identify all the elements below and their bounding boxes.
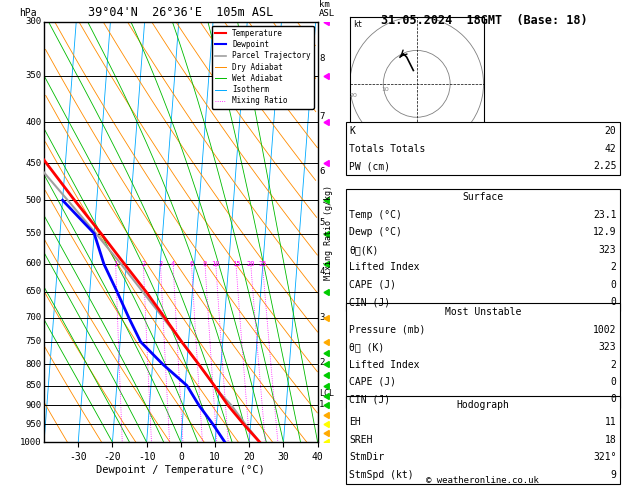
Text: K: K bbox=[349, 126, 355, 136]
Text: kt: kt bbox=[353, 20, 362, 29]
Text: 650: 650 bbox=[25, 287, 42, 296]
Text: 18: 18 bbox=[604, 435, 616, 445]
Text: 6: 6 bbox=[189, 261, 194, 267]
Text: 6: 6 bbox=[319, 167, 325, 175]
Text: 23.1: 23.1 bbox=[593, 210, 616, 220]
Text: 0: 0 bbox=[611, 377, 616, 387]
Text: Lifted Index: Lifted Index bbox=[349, 360, 420, 369]
Text: EH: EH bbox=[349, 417, 361, 427]
Text: 323: 323 bbox=[599, 342, 616, 352]
Text: StmSpd (kt): StmSpd (kt) bbox=[349, 470, 414, 480]
Text: θᴇ (K): θᴇ (K) bbox=[349, 342, 384, 352]
Text: 2.25: 2.25 bbox=[593, 161, 616, 171]
Text: 950: 950 bbox=[25, 420, 42, 429]
Text: 2: 2 bbox=[611, 360, 616, 369]
Text: Hodograph: Hodograph bbox=[456, 400, 509, 410]
Text: 400: 400 bbox=[25, 118, 42, 127]
Text: Temp (°C): Temp (°C) bbox=[349, 210, 402, 220]
Legend: Temperature, Dewpoint, Parcel Trajectory, Dry Adiabat, Wet Adiabat, Isotherm, Mi: Temperature, Dewpoint, Parcel Trajectory… bbox=[211, 26, 314, 108]
Text: 7: 7 bbox=[319, 112, 325, 121]
Text: 0: 0 bbox=[611, 395, 616, 404]
Text: 350: 350 bbox=[25, 71, 42, 80]
Text: 25: 25 bbox=[259, 261, 267, 267]
Text: 750: 750 bbox=[25, 337, 42, 347]
Text: LCL: LCL bbox=[319, 389, 334, 398]
Text: Most Unstable: Most Unstable bbox=[445, 307, 521, 317]
Text: Lifted Index: Lifted Index bbox=[349, 262, 420, 272]
Text: 15: 15 bbox=[231, 261, 240, 267]
X-axis label: Dewpoint / Temperature (°C): Dewpoint / Temperature (°C) bbox=[96, 465, 265, 475]
Text: 0: 0 bbox=[611, 280, 616, 290]
Text: 20: 20 bbox=[604, 126, 616, 136]
Text: Surface: Surface bbox=[462, 192, 503, 202]
Text: CAPE (J): CAPE (J) bbox=[349, 280, 396, 290]
Text: 450: 450 bbox=[25, 159, 42, 168]
Text: 8: 8 bbox=[203, 261, 207, 267]
Text: StmDir: StmDir bbox=[349, 452, 384, 462]
Text: 323: 323 bbox=[599, 245, 616, 255]
Text: 1: 1 bbox=[113, 261, 118, 267]
Text: 10: 10 bbox=[381, 87, 389, 91]
Text: 500: 500 bbox=[25, 196, 42, 205]
Text: 20: 20 bbox=[247, 261, 255, 267]
Text: CIN (J): CIN (J) bbox=[349, 297, 390, 307]
Text: 550: 550 bbox=[25, 229, 42, 238]
Text: 31.05.2024  18GMT  (Base: 18): 31.05.2024 18GMT (Base: 18) bbox=[381, 14, 587, 27]
Text: Mixing Ratio (g/kg): Mixing Ratio (g/kg) bbox=[324, 185, 333, 279]
Text: 700: 700 bbox=[25, 313, 42, 322]
Text: 4: 4 bbox=[171, 261, 175, 267]
Text: 12.9: 12.9 bbox=[593, 227, 616, 237]
Text: 5: 5 bbox=[319, 218, 325, 227]
Text: 8: 8 bbox=[319, 54, 325, 63]
Text: PW (cm): PW (cm) bbox=[349, 161, 390, 171]
Text: km
ASL: km ASL bbox=[319, 0, 335, 17]
Text: hPa: hPa bbox=[19, 8, 37, 17]
Text: 4: 4 bbox=[319, 267, 325, 276]
Text: 850: 850 bbox=[25, 381, 42, 390]
Text: 3: 3 bbox=[319, 313, 325, 322]
Text: © weatheronline.co.uk: © weatheronline.co.uk bbox=[426, 476, 539, 485]
Text: 10: 10 bbox=[211, 261, 220, 267]
Text: 2: 2 bbox=[142, 261, 145, 267]
Text: CIN (J): CIN (J) bbox=[349, 395, 390, 404]
Text: 2: 2 bbox=[319, 358, 325, 366]
Text: 321°: 321° bbox=[593, 452, 616, 462]
Text: 9: 9 bbox=[611, 470, 616, 480]
Text: CAPE (J): CAPE (J) bbox=[349, 377, 396, 387]
Text: Totals Totals: Totals Totals bbox=[349, 144, 425, 154]
Text: 0: 0 bbox=[611, 297, 616, 307]
Text: 1000: 1000 bbox=[19, 438, 42, 447]
Text: 20: 20 bbox=[349, 93, 357, 98]
Text: 2: 2 bbox=[611, 262, 616, 272]
Text: 800: 800 bbox=[25, 360, 42, 369]
Text: 900: 900 bbox=[25, 401, 42, 410]
Title: 39°04'N  26°36'E  105m ASL: 39°04'N 26°36'E 105m ASL bbox=[88, 6, 274, 19]
Text: Dewp (°C): Dewp (°C) bbox=[349, 227, 402, 237]
Text: θᴇ(K): θᴇ(K) bbox=[349, 245, 379, 255]
Text: 300: 300 bbox=[25, 17, 42, 26]
Text: 3: 3 bbox=[159, 261, 163, 267]
Text: SREH: SREH bbox=[349, 435, 372, 445]
Text: 1: 1 bbox=[319, 400, 325, 409]
Text: 11: 11 bbox=[604, 417, 616, 427]
Text: Pressure (mb): Pressure (mb) bbox=[349, 325, 425, 334]
Text: 42: 42 bbox=[604, 144, 616, 154]
Text: 1002: 1002 bbox=[593, 325, 616, 334]
Text: 600: 600 bbox=[25, 260, 42, 268]
